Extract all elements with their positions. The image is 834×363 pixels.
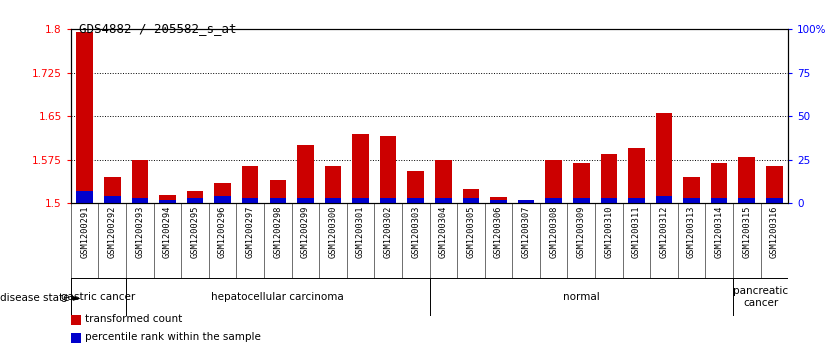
Text: GSM1200308: GSM1200308 (549, 205, 558, 258)
Text: GSM1200303: GSM1200303 (411, 205, 420, 258)
Bar (435, 198, 451, 203)
Bar (573, 198, 590, 203)
Text: GSM1200304: GSM1200304 (439, 205, 448, 258)
Text: normal: normal (563, 292, 600, 302)
Bar (324, 198, 341, 203)
Bar (463, 189, 480, 203)
Text: GSM1200307: GSM1200307 (521, 205, 530, 258)
Text: GSM1200291: GSM1200291 (80, 205, 89, 258)
Text: GSM1200294: GSM1200294 (163, 205, 172, 258)
Bar (132, 198, 148, 203)
Text: GSM1200316: GSM1200316 (770, 205, 779, 258)
Bar (600, 154, 617, 203)
Bar (104, 177, 121, 203)
Bar (545, 198, 562, 203)
Text: GSM1200314: GSM1200314 (715, 205, 724, 258)
Bar (683, 198, 700, 203)
Bar (352, 198, 369, 203)
Text: hepatocellular carcinoma: hepatocellular carcinoma (211, 292, 344, 302)
Text: transformed count: transformed count (85, 314, 183, 325)
Bar (159, 200, 176, 203)
Bar (463, 198, 480, 203)
Bar (656, 196, 672, 203)
Text: GSM1200296: GSM1200296 (219, 205, 227, 258)
Bar (77, 32, 93, 203)
Bar (545, 160, 562, 203)
Bar (490, 197, 507, 203)
Bar (600, 198, 617, 203)
Bar (187, 191, 203, 203)
Bar (518, 200, 535, 203)
Text: percentile rank within the sample: percentile rank within the sample (85, 332, 261, 342)
Bar (628, 198, 645, 203)
Bar (379, 136, 396, 203)
Text: GSM1200300: GSM1200300 (329, 205, 338, 258)
Bar (711, 163, 727, 203)
Bar (132, 160, 148, 203)
Text: GDS4882 / 205582_s_at: GDS4882 / 205582_s_at (79, 22, 237, 35)
Text: GSM1200305: GSM1200305 (466, 205, 475, 258)
Bar (297, 145, 314, 203)
Bar (104, 196, 121, 203)
Bar (214, 183, 231, 203)
Bar (77, 191, 93, 203)
Bar (573, 163, 590, 203)
Bar (711, 198, 727, 203)
Text: GSM1200302: GSM1200302 (384, 205, 393, 258)
Bar (297, 198, 314, 203)
Text: GSM1200297: GSM1200297 (246, 205, 254, 258)
Text: GSM1200306: GSM1200306 (494, 205, 503, 258)
Bar (408, 198, 424, 203)
Bar (324, 166, 341, 203)
Text: GSM1200298: GSM1200298 (274, 205, 282, 258)
Text: GSM1200299: GSM1200299 (301, 205, 310, 258)
Text: GSM1200312: GSM1200312 (660, 205, 669, 258)
Text: GSM1200292: GSM1200292 (108, 205, 117, 258)
Bar (656, 113, 672, 203)
Bar (766, 166, 782, 203)
Text: GSM1200313: GSM1200313 (687, 205, 696, 258)
Text: pancreatic
cancer: pancreatic cancer (733, 286, 788, 307)
Bar (490, 200, 507, 203)
Text: disease state ►: disease state ► (0, 293, 81, 303)
Text: GSM1200310: GSM1200310 (605, 205, 613, 258)
Text: GSM1200293: GSM1200293 (135, 205, 144, 258)
Text: GSM1200315: GSM1200315 (742, 205, 751, 258)
Bar (242, 166, 259, 203)
Bar (352, 134, 369, 203)
Bar (738, 198, 755, 203)
Text: GSM1200295: GSM1200295 (190, 205, 199, 258)
Bar (408, 171, 424, 203)
Bar (628, 148, 645, 203)
Bar (379, 198, 396, 203)
Bar (269, 180, 286, 203)
Bar (683, 177, 700, 203)
Text: gastric cancer: gastric cancer (62, 292, 136, 302)
Text: GSM1200309: GSM1200309 (577, 205, 585, 258)
Text: GSM1200311: GSM1200311 (632, 205, 641, 258)
Bar (766, 198, 782, 203)
Bar (269, 198, 286, 203)
Bar (518, 200, 535, 203)
Bar (187, 198, 203, 203)
Bar (435, 160, 451, 203)
Bar (214, 196, 231, 203)
Text: GSM1200301: GSM1200301 (356, 205, 365, 258)
Bar (159, 195, 176, 203)
Bar (242, 198, 259, 203)
Bar (738, 157, 755, 203)
